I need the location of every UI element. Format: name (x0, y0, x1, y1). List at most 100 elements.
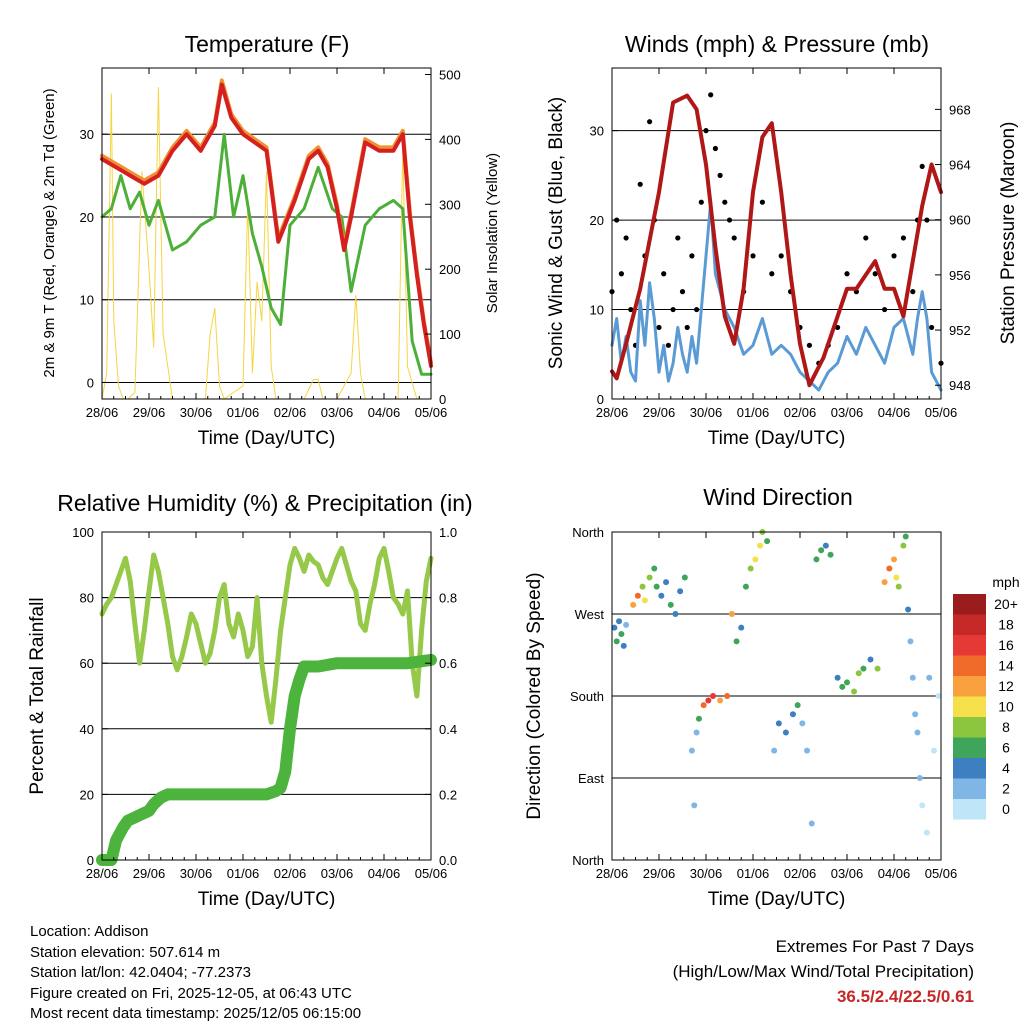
direction-point (752, 556, 759, 563)
x-tick-label: 01/06 (227, 866, 260, 881)
gust-point (665, 342, 672, 348)
gust-point (863, 235, 869, 241)
direction-point (651, 565, 658, 572)
direction-point (855, 670, 862, 677)
x-tick-label: 05/06 (415, 405, 448, 420)
chart-panel-2: 28/06 29/06 30/06 01/06 02/06 03/06 04/06 05/06… (546, 31, 1019, 449)
colorbar-label: 10 (998, 699, 1014, 715)
y-axis-label: 2m & 9m T (Red, Orange) & 2m Td (Green) (41, 88, 58, 377)
gust-point (689, 253, 695, 259)
direction-point (757, 542, 764, 549)
y-tick-label: South (570, 689, 604, 704)
direction-point (613, 638, 620, 645)
gust-point (708, 92, 714, 98)
chart-panel-4: 28/06 29/06 30/06 01/06 02/06 03/06 04/06 05/06… (524, 484, 1020, 910)
chart-title: Relative Humidity (%) & Precipitation (i… (57, 490, 472, 516)
y2-tick-label: 0.6 (439, 656, 457, 671)
direction-point (623, 621, 630, 628)
direction-point (639, 583, 646, 590)
y-tick-label: 40 (80, 722, 94, 737)
extremes-box: Extremes For Past 7 Days (High/Low/Max W… (673, 934, 974, 1009)
gust-point (698, 199, 704, 205)
direction-point (907, 638, 914, 645)
x-tick-label: 01/06 (227, 405, 260, 420)
x-tick-label: 05/06 (925, 866, 958, 881)
x-tick-label: 28/06 (86, 866, 119, 881)
direction-point (747, 565, 754, 572)
direction-point (616, 618, 623, 625)
direction-point (900, 542, 907, 549)
x-tick-label: 05/06 (415, 866, 448, 881)
y-tick-label: 10 (590, 303, 604, 318)
rh-series (99, 545, 434, 725)
colorbar-swatch (953, 594, 986, 615)
x-tick-label: 04/06 (368, 405, 401, 420)
colorbar-swatch (953, 758, 986, 779)
direction-point (667, 601, 674, 608)
y2-axis-label: Station Pressure (Maroon) (998, 122, 1019, 345)
direction-point (771, 747, 778, 754)
direction-point (895, 583, 902, 590)
colorbar-label: 8 (1002, 719, 1010, 735)
direction-point (695, 715, 702, 722)
direction-point (733, 638, 740, 645)
x-tick-label: 30/06 (180, 405, 213, 420)
y-tick-label: East (578, 771, 604, 786)
direction-point (905, 606, 912, 613)
y-tick-label: 20 (80, 787, 94, 802)
gust-point (844, 271, 850, 277)
solar-series (101, 87, 432, 400)
x-tick-label: 30/06 (690, 866, 723, 881)
gust-point (722, 199, 728, 205)
x-axis-label: Time (Day/UTC) (708, 889, 846, 910)
y-tick-label: 10 (80, 293, 94, 308)
wind-series (610, 200, 943, 392)
gust-point (661, 271, 667, 277)
x-tick-label: 29/06 (643, 405, 676, 420)
direction-point (834, 674, 841, 681)
colorbar-title: mph (992, 574, 1019, 590)
direction-point (775, 720, 782, 727)
gust-point (675, 235, 681, 241)
gust-point (703, 128, 709, 134)
y2-tick-label: 200 (439, 262, 461, 277)
direction-point (827, 551, 834, 558)
direction-point (611, 624, 618, 631)
plot-frame (101, 67, 432, 400)
direction-point (891, 556, 897, 563)
x-tick-label: 28/06 (86, 405, 119, 420)
colorbar-swatch (953, 635, 986, 656)
y-axis-label: Direction (Colored By Speed) (524, 572, 545, 819)
gust-point (778, 253, 784, 259)
gust-point (637, 181, 643, 187)
colorbar-label: 2 (1002, 781, 1010, 797)
y-tick-label: North (572, 525, 604, 540)
colorbar-label: 16 (998, 637, 1014, 653)
gust-point (891, 253, 897, 259)
colorbar: mph 20+ 18 16 14 12 10 8 6 4 2 0 (953, 574, 1020, 820)
direction-point (738, 624, 745, 631)
info-latlon: Station lat/lon: 42.0404; -77.2373 (30, 964, 252, 981)
colorbar-label: 12 (998, 678, 1014, 694)
direction-point (822, 542, 829, 549)
direction-point (804, 747, 811, 754)
gust-point (712, 145, 719, 152)
direction-point (630, 601, 637, 608)
gust-point (750, 253, 756, 259)
station-info: Location: Addison Station elevation: 507… (30, 922, 361, 1025)
gust-point (684, 324, 690, 331)
direction-point (663, 579, 670, 586)
direction-point (916, 775, 923, 781)
pressure-series (610, 93, 943, 388)
gust-point (694, 306, 700, 313)
extremes-subtitle: (High/Low/Max Wind/Total Precipitation) (672, 962, 974, 981)
temp-2m-series (100, 82, 433, 368)
x-tick-label: 03/06 (831, 405, 864, 420)
direction-point (818, 547, 825, 554)
direction-point (728, 611, 735, 617)
gust-point (759, 199, 766, 205)
extremes-title: Extremes For Past 7 Days (775, 937, 974, 956)
gust-point (623, 235, 629, 241)
direction-point (782, 729, 789, 736)
direction-point (794, 702, 801, 709)
